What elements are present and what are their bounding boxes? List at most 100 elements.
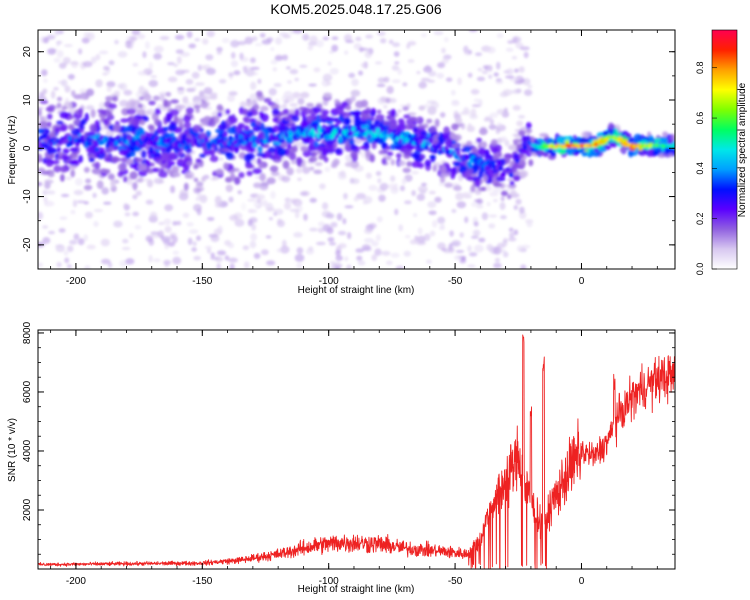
spectrogram-ridge-blob [375, 127, 380, 134]
spectrogram-blob [137, 163, 148, 171]
spectrogram-noise-blob [194, 38, 201, 42]
spectrogram-noise-blob [494, 257, 501, 263]
spectrogram-ridge-blob [204, 136, 209, 142]
spectrogram-noise-blob [153, 177, 164, 185]
spectrogram-noise-blob [492, 186, 502, 193]
spectrogram-blob [403, 114, 411, 119]
spectrogram-blob [510, 189, 517, 198]
spectrogram-ridge-blob [498, 165, 503, 171]
spectrogram-noise-blob [396, 266, 402, 269]
spectrogram-noise-blob [187, 237, 193, 246]
spectrogram-noise-blob [327, 213, 335, 219]
spectrogram-noise-blob [108, 261, 113, 269]
spectrogram-noise-blob [515, 198, 522, 205]
spectrogram-noise-blob [505, 75, 515, 79]
spectrogram-noise-blob [313, 67, 321, 73]
spectrogram-noise-blob [172, 256, 182, 265]
spectrogram-blob [589, 149, 596, 157]
spectrogram-noise-blob [188, 229, 199, 234]
spectrogram-blob [202, 94, 211, 102]
spectrogram-noise-blob [78, 48, 83, 55]
spectrogram-noise-blob [412, 212, 418, 218]
spectrogram-blob [169, 132, 175, 137]
spectrogram-ridge-blob [287, 130, 292, 136]
spectrogram-ridge-blob [374, 132, 379, 138]
spectrogram-noise-blob [278, 32, 289, 37]
spectrogram-blob [166, 112, 174, 120]
spectrogram-blob [530, 148, 540, 153]
spectrogram-blob [445, 140, 452, 147]
spectrogram-blob [480, 186, 487, 192]
spectrogram-noise-blob [249, 217, 258, 224]
spectrogram-noise-blob [318, 221, 325, 227]
spectrogram-blob [465, 167, 474, 176]
spectrogram-blob [314, 162, 323, 167]
spectrogram-noise-blob [493, 246, 502, 255]
spectrogram-noise-blob [186, 222, 194, 227]
spectrogram-noise-blob [289, 69, 299, 75]
spectrogram-noise-blob [204, 245, 213, 250]
spectrogram-blob [350, 89, 361, 97]
spectrogram-blob [117, 171, 124, 178]
spectrogram-noise-blob [399, 185, 406, 192]
spectrogram-noise-blob [427, 79, 435, 83]
x-tick-label: -150 [192, 576, 212, 587]
spectrogram-blob [454, 117, 463, 124]
spectrogram-blob [135, 128, 145, 137]
spectrogram-noise-blob [218, 157, 224, 161]
spectrogram-blob [337, 135, 343, 144]
spectrogram-ridge-blob [163, 142, 168, 148]
spectrogram-noise-blob [84, 265, 91, 269]
spectrogram-noise-blob [93, 220, 99, 227]
spectrogram-blob [143, 116, 149, 122]
spectrogram-noise-blob [46, 34, 56, 40]
spectrogram-blob [154, 119, 161, 126]
x-tick-label: 0 [579, 276, 585, 287]
spectrogram-noise-blob [478, 237, 486, 243]
spectrogram-noise-blob [129, 37, 135, 46]
spectrogram-noise-blob [380, 38, 387, 44]
spectrogram-blob [325, 139, 334, 145]
spectrogram-noise-blob [486, 243, 494, 252]
spectrogram-noise-blob [163, 259, 172, 266]
spectrogram-blob [334, 106, 344, 115]
spectrogram-noise-blob [243, 261, 250, 269]
spectrogram-blob [482, 174, 489, 183]
spectrogram-noise-blob [441, 247, 447, 252]
spectrogram-noise-blob [355, 36, 362, 42]
spectrogram-blob [418, 105, 426, 111]
spectrogram-blob [286, 143, 292, 149]
spectrogram-y-axis: -20 -10 0 10 20 [22, 46, 675, 270]
spectrogram-noise-blob [148, 255, 153, 263]
spectrogram-blob [170, 99, 179, 104]
spectrogram-noise-blob [464, 216, 469, 224]
spectrogram-noise-blob [417, 185, 428, 193]
spectrogram-blob [376, 109, 382, 114]
spectrogram-blob [62, 148, 70, 154]
spectrogram-blob [123, 126, 131, 133]
spectrogram-noise-blob [270, 47, 275, 52]
spectrogram-noise-blob [360, 62, 368, 69]
spectrogram-blob [226, 126, 237, 135]
spectrogram-blob [385, 145, 391, 151]
spectrogram-noise-blob [58, 62, 67, 69]
colorbar-tick-label: 0.4 [695, 162, 705, 175]
spectrogram-blob [300, 121, 310, 128]
spectrogram-noise-blob [42, 225, 49, 229]
spectrogram-blob [46, 162, 53, 167]
spectrogram-noise-blob [390, 175, 396, 182]
spectrogram-noise-blob [409, 239, 418, 245]
spectrogram-noise-blob [353, 43, 362, 50]
spectrogram-blob [402, 167, 411, 173]
spectrogram-noise-blob [495, 61, 501, 70]
spectrogram-noise-blob [486, 201, 491, 207]
spectrogram-noise-blob [502, 89, 513, 96]
spectrogram-noise-blob [511, 55, 518, 60]
spectrogram-blob [69, 147, 79, 153]
spectrogram-blob [245, 164, 255, 169]
spectrogram-blob [233, 176, 241, 185]
spectrogram-noise-blob [441, 47, 446, 54]
spectrogram-noise-blob [243, 65, 248, 74]
spectrogram-blob [480, 141, 488, 149]
